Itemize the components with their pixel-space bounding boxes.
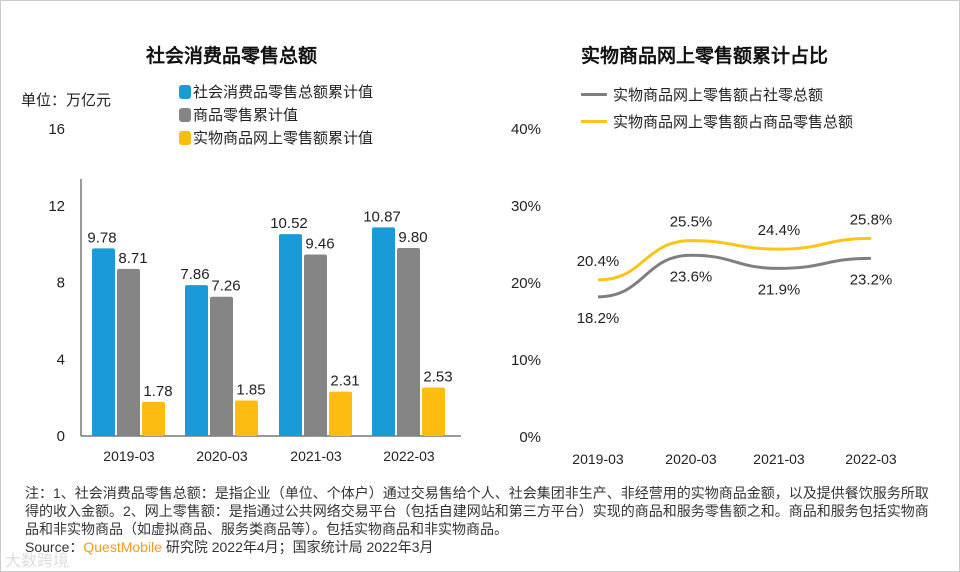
- y-tick-label: 4: [57, 351, 65, 368]
- y-tick-label: 40%: [511, 121, 541, 138]
- bar: [185, 285, 208, 436]
- x-tick-label: 2021-03: [753, 451, 805, 467]
- bar: [279, 234, 302, 436]
- bar: [142, 401, 165, 436]
- unit-label: 单位：万亿元: [21, 92, 112, 109]
- legend-item: 社会消费品零售总额累计值: [179, 81, 373, 102]
- bar: [422, 387, 445, 436]
- y-tick-label: 20%: [511, 275, 541, 292]
- x-tick-label: 2019-03: [572, 451, 624, 467]
- data-label: 23.6%: [670, 268, 713, 285]
- y-tick-label: 16: [48, 121, 65, 138]
- x-tick-label: 2022-03: [845, 451, 897, 467]
- bar-value-label: 9.46: [305, 235, 334, 252]
- bar-value-label: 9.78: [87, 229, 116, 246]
- legend-item: 实物商品网上零售额占商品零售总额: [581, 111, 853, 132]
- bar-value-label: 2.53: [423, 368, 452, 385]
- y-tick-label: 12: [48, 198, 65, 215]
- legend-item: 商品零售累计值: [179, 104, 298, 125]
- data-label: 20.4%: [577, 253, 620, 270]
- bar: [397, 247, 420, 436]
- bar-value-label: 7.26: [211, 278, 240, 295]
- data-label: 25.5%: [670, 214, 713, 231]
- bar-value-label: 1.78: [143, 383, 172, 400]
- bar: [304, 254, 327, 436]
- bar: [329, 391, 352, 436]
- footnote: 注：1、社会消费品零售总额：是指企业（单位、个体户）通过交易售给个人、社会集团非…: [25, 485, 929, 555]
- watermark: 大数跨境: [5, 553, 70, 570]
- bar-value-label: 10.52: [270, 215, 308, 232]
- x-tick-label: 2019-03: [103, 448, 155, 464]
- y-tick-label: 0%: [519, 429, 541, 446]
- data-label: 24.4%: [758, 222, 801, 239]
- x-tick-label: 2020-03: [665, 451, 717, 467]
- bar-value-label: 10.87: [363, 208, 401, 225]
- x-tick-label: 2022-03: [383, 448, 435, 464]
- x-tick-label: 2020-03: [196, 448, 248, 464]
- y-tick-label: 0: [57, 428, 65, 445]
- series-line: [597, 236, 872, 282]
- bar: [92, 248, 115, 436]
- bar: [117, 268, 140, 436]
- data-label: 21.9%: [758, 281, 801, 298]
- bar-value-label: 9.80: [398, 229, 427, 246]
- data-label: 18.2%: [577, 310, 620, 327]
- bar-value-label: 2.31: [330, 373, 359, 390]
- y-tick-label: 10%: [511, 352, 541, 369]
- y-tick-label: 8: [57, 275, 65, 292]
- legend-item: 实物商品网上零售额累计值: [179, 127, 373, 148]
- bar-chart-title: 社会消费品零售总额: [146, 46, 318, 67]
- bar-value-label: 1.85: [236, 382, 265, 399]
- bar: [210, 296, 233, 436]
- legend-item: 实物商品网上零售额占社零总额: [581, 84, 823, 105]
- data-label: 23.2%: [850, 271, 893, 288]
- bar-value-label: 7.86: [180, 266, 209, 283]
- line-chart-title: 实物商品网上零售额累计占比: [581, 46, 829, 67]
- bar: [372, 227, 395, 436]
- source-brand: QuestMobile: [83, 539, 162, 555]
- bar-value-label: 8.71: [118, 250, 147, 267]
- data-label: 25.8%: [850, 211, 893, 228]
- bar: [235, 400, 258, 436]
- y-tick-label: 30%: [511, 198, 541, 215]
- x-tick-label: 2021-03: [290, 448, 342, 464]
- series-line: [597, 253, 872, 299]
